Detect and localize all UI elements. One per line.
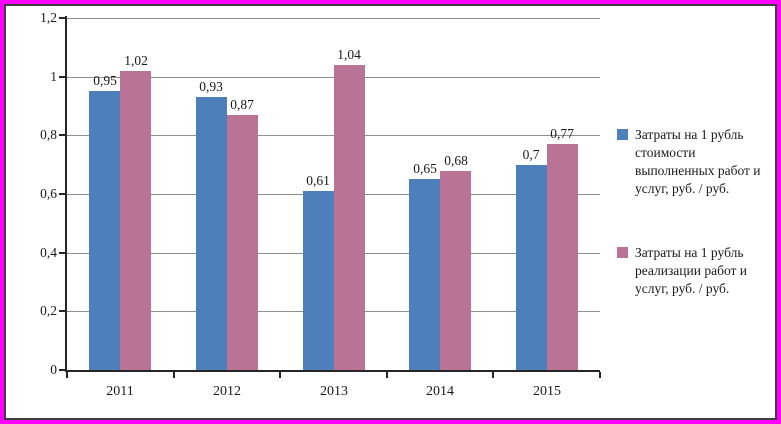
value-label-2015-series2: 0,77 xyxy=(550,126,574,141)
bar-2011-series2 xyxy=(120,71,151,370)
bar-2011-series1 xyxy=(89,91,120,370)
bar-2015-series2 xyxy=(547,144,578,370)
legend-entry-series1: Затраты на 1 рубль стоимости выполненных… xyxy=(617,126,769,198)
gridline-1,2 xyxy=(67,18,600,19)
x-tickmark-5 xyxy=(599,372,601,378)
value-label-2012-series2: 0,87 xyxy=(230,97,254,112)
gridline-0,8 xyxy=(67,135,600,136)
x-tickmark-0 xyxy=(66,372,68,378)
value-label-2011-series1: 0,95 xyxy=(93,73,117,88)
legend-entry-series2: Затраты на 1 рубль реализации работ и ус… xyxy=(617,244,769,298)
bar-2013-series2 xyxy=(334,65,365,370)
x-tickmark-1 xyxy=(173,372,175,378)
y-tickmark-0,6 xyxy=(59,193,65,195)
value-label-2014-series1: 0,65 xyxy=(413,161,437,176)
bar-2013-series1 xyxy=(303,191,334,370)
x-tickmark-3 xyxy=(386,372,388,378)
value-label-2014-series2: 0,68 xyxy=(444,153,468,168)
value-label-2011-series2: 1,02 xyxy=(124,53,148,68)
y-tick-label-1: 1 xyxy=(50,69,57,84)
gridline-1 xyxy=(67,77,600,78)
y-tickmark-0,8 xyxy=(59,134,65,136)
legend-label-series1: Затраты на 1 рубль стоимости выполненных… xyxy=(635,127,761,196)
bar-2015-series1 xyxy=(516,165,547,370)
y-tick-label-1,2: 1,2 xyxy=(40,10,57,25)
y-tickmark-1 xyxy=(59,76,65,78)
bar-2014-series1 xyxy=(409,179,440,370)
y-tick-label-0,2: 0,2 xyxy=(40,303,57,318)
y-axis-line xyxy=(65,16,67,372)
bar-2012-series2 xyxy=(227,115,258,370)
x-axis-line xyxy=(65,370,600,372)
x-tick-label-2014: 2014 xyxy=(426,384,454,399)
y-tickmark-1,2 xyxy=(59,17,65,19)
value-label-2015-series1: 0,7 xyxy=(522,147,540,162)
x-tick-label-2011: 2011 xyxy=(106,384,134,399)
value-label-2013-series2: 1,04 xyxy=(337,47,361,62)
x-tickmark-2 xyxy=(279,372,281,378)
legend-swatch-series2-icon xyxy=(617,247,628,258)
x-tick-label-2013: 2013 xyxy=(320,384,348,399)
y-tickmark-0,2 xyxy=(59,310,65,312)
y-tick-label-0,8: 0,8 xyxy=(40,127,57,142)
x-tickmark-4 xyxy=(492,372,494,378)
y-tick-label-0,6: 0,6 xyxy=(40,186,57,201)
y-tick-label-0: 0 xyxy=(50,362,57,377)
value-label-2013-series1: 0,61 xyxy=(306,173,330,188)
chart-canvas: Затраты на 1 рубль стоимости выполненных… xyxy=(4,4,777,420)
bar-2012-series1 xyxy=(196,97,227,370)
y-tickmark-0 xyxy=(59,369,65,371)
bar-2014-series2 xyxy=(440,171,471,370)
y-tickmark-0,4 xyxy=(59,252,65,254)
legend-swatch-series1-icon xyxy=(617,129,628,140)
legend-label-series2: Затраты на 1 рубль реализации работ и ус… xyxy=(635,245,748,296)
x-tick-label-2012: 2012 xyxy=(213,384,241,399)
y-tick-label-0,4: 0,4 xyxy=(40,245,57,260)
x-tick-label-2015: 2015 xyxy=(533,384,561,399)
value-label-2012-series1: 0,93 xyxy=(199,79,223,94)
